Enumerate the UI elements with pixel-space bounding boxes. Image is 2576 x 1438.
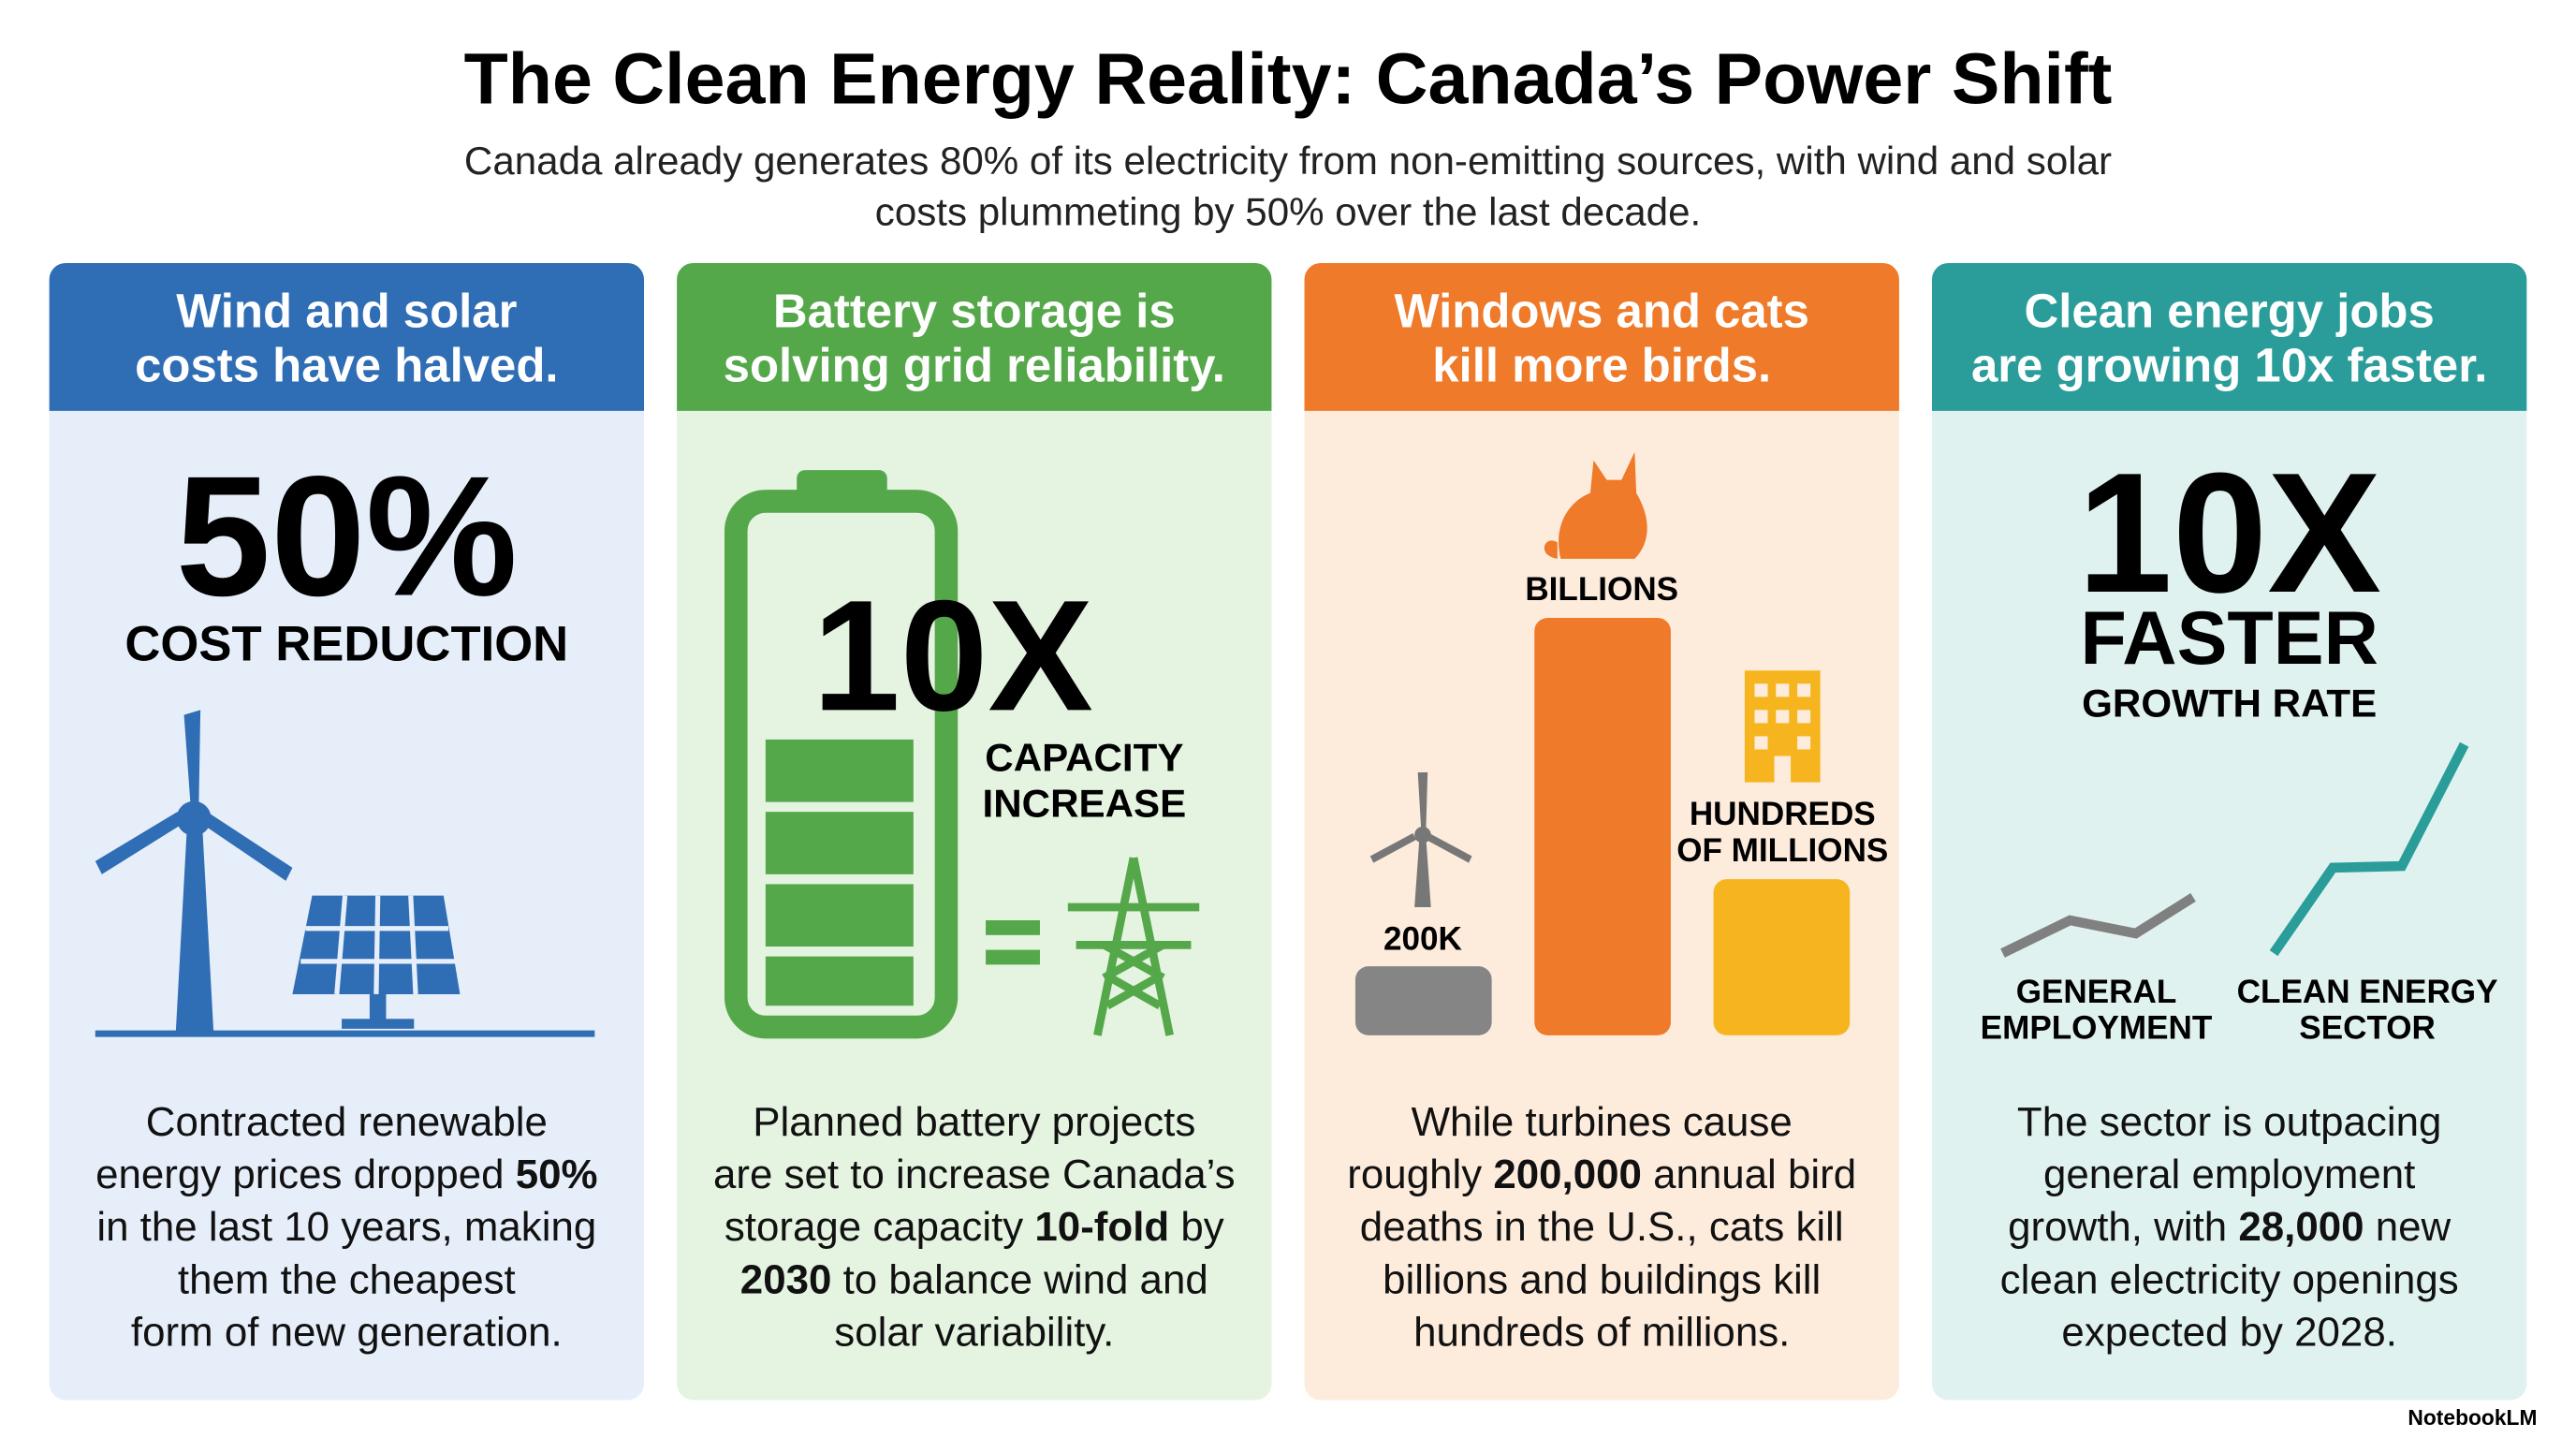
body-text: 50% (516, 1152, 598, 1197)
body-text: growth, with (2008, 1204, 2238, 1250)
subtitle: costs plummeting by 50% over the last de… (875, 190, 1701, 234)
general-line (2000, 892, 2196, 958)
panel-header (1932, 262, 2527, 411)
stat-value: 10X (2077, 437, 2381, 628)
body-text: 10-fold (1034, 1204, 1169, 1250)
body-text: billions and buildings kill (1383, 1256, 1821, 1302)
body-line: hundreds of millions. (1413, 1310, 1790, 1356)
body-text: by (1169, 1204, 1224, 1250)
stat-caption: GROWTH RATE (2082, 681, 2377, 725)
body-text: general employment (2043, 1152, 2415, 1197)
stat-caption: INCREASE (983, 781, 1187, 825)
panel-heading: costs have halved. (135, 338, 558, 391)
footer: NotebookLM (2408, 1405, 2537, 1430)
panel-heading: kill more birds. (1432, 338, 1771, 391)
body-line: in the last 10 years, making (96, 1204, 596, 1250)
body-line: clean electricity openings (2000, 1256, 2459, 1302)
body-line: While turbines cause (1412, 1099, 1793, 1145)
title: The Clean Energy Reality: Canada’s Power… (464, 39, 2113, 120)
body-line: form of new generation. (131, 1310, 563, 1356)
stat-caption: COST REDUCTION (124, 617, 568, 672)
body-text: Contracted renewable (146, 1099, 548, 1145)
wind-solar-icon (95, 710, 595, 1037)
body-text: 28,000 (2238, 1204, 2364, 1250)
body-text: Planned battery projects (753, 1099, 1195, 1145)
panel-heading: are growing 10x faster. (1971, 338, 2487, 391)
panel-heading: Wind and solar (176, 284, 517, 337)
clean-line (2269, 741, 2469, 957)
body-line: The sector is outpacing (2017, 1099, 2441, 1145)
line-label: CLEAN ENERGY (2237, 974, 2498, 1010)
body-text: to balance wind and (831, 1256, 1208, 1302)
panel-heading: Windows and cats (1395, 284, 1809, 337)
body-line: deaths in the U.S., cats kill (1360, 1204, 1844, 1250)
body-text: solar variability. (834, 1310, 1114, 1356)
body-line: growth, with 28,000 new (2008, 1204, 2451, 1250)
body-line: are set to increase Canada’s (713, 1152, 1236, 1197)
body-line: expected by 2028. (2061, 1310, 2396, 1356)
line-label: EMPLOYMENT (1981, 1009, 2213, 1046)
stat-value: 50% (176, 440, 518, 631)
body-text: form of new generation. (131, 1310, 563, 1356)
subtitle: Canada already generates 80% of its elec… (464, 139, 2112, 183)
panel-header (49, 262, 644, 411)
body-text: storage capacity (724, 1204, 1035, 1250)
body-text: 200,000 (1493, 1152, 1642, 1197)
panel-background (49, 262, 644, 1401)
body-line: general employment (2043, 1152, 2415, 1197)
bar-label: BILLIONS (1525, 571, 1678, 608)
bird-deaths-bars (1354, 451, 1851, 1035)
body-line: roughly 200,000 annual bird (1347, 1152, 1856, 1197)
body-text: The sector is outpacing (2017, 1099, 2441, 1145)
body-text: are set to increase Canada’s (713, 1152, 1236, 1197)
body-text: deaths in the U.S., cats kill (1360, 1204, 1844, 1250)
body-text: expected by 2028. (2061, 1310, 2396, 1356)
stat-caption: FASTER (2080, 596, 2378, 681)
body-line: Contracted renewable (146, 1099, 548, 1145)
line-label: SECTOR (2299, 1009, 2436, 1046)
body-line: storage capacity 10-fold by (724, 1204, 1224, 1250)
body-text: them the cheapest (178, 1256, 516, 1302)
body-text: roughly (1347, 1152, 1493, 1197)
body-line: billions and buildings kill (1383, 1256, 1821, 1302)
battery-icon (724, 470, 1200, 1039)
body-text: While turbines cause (1412, 1099, 1793, 1145)
line-label: GENERAL (2016, 974, 2177, 1010)
body-text: hundreds of millions. (1413, 1310, 1790, 1356)
body-line: solar variability. (834, 1310, 1114, 1356)
bar-label: 200K (1383, 921, 1463, 958)
body-line: Planned battery projects (753, 1099, 1195, 1145)
stat: 50% COST REDUCTION (124, 440, 568, 671)
body-text: new (2364, 1204, 2452, 1250)
panel-header (1304, 262, 1899, 411)
panel-header (677, 262, 1272, 411)
panel-heading: Clean energy jobs (2025, 284, 2435, 337)
body-line: them the cheapest (178, 1256, 516, 1302)
body-text: 2030 (740, 1256, 832, 1302)
panel-heading: solving grid reliability. (724, 338, 1225, 391)
bar-label: OF MILLIONS (1676, 832, 1888, 869)
panel-background (677, 262, 1272, 1401)
stat-value: 10X (812, 566, 1093, 743)
body-line: energy prices dropped 50% (95, 1152, 597, 1197)
panel-heading: Battery storage is (773, 284, 1176, 337)
bar-label: HUNDREDS (1690, 796, 1876, 832)
stat-caption: CAPACITY (985, 735, 1183, 779)
body-text: energy prices dropped (95, 1152, 516, 1197)
body-text: annual bird (1642, 1152, 1856, 1197)
body-line: 2030 to balance wind and (740, 1256, 1208, 1302)
panel-background (1932, 262, 2527, 1401)
body-text: clean electricity openings (2000, 1256, 2459, 1302)
body-text: in the last 10 years, making (96, 1204, 596, 1250)
